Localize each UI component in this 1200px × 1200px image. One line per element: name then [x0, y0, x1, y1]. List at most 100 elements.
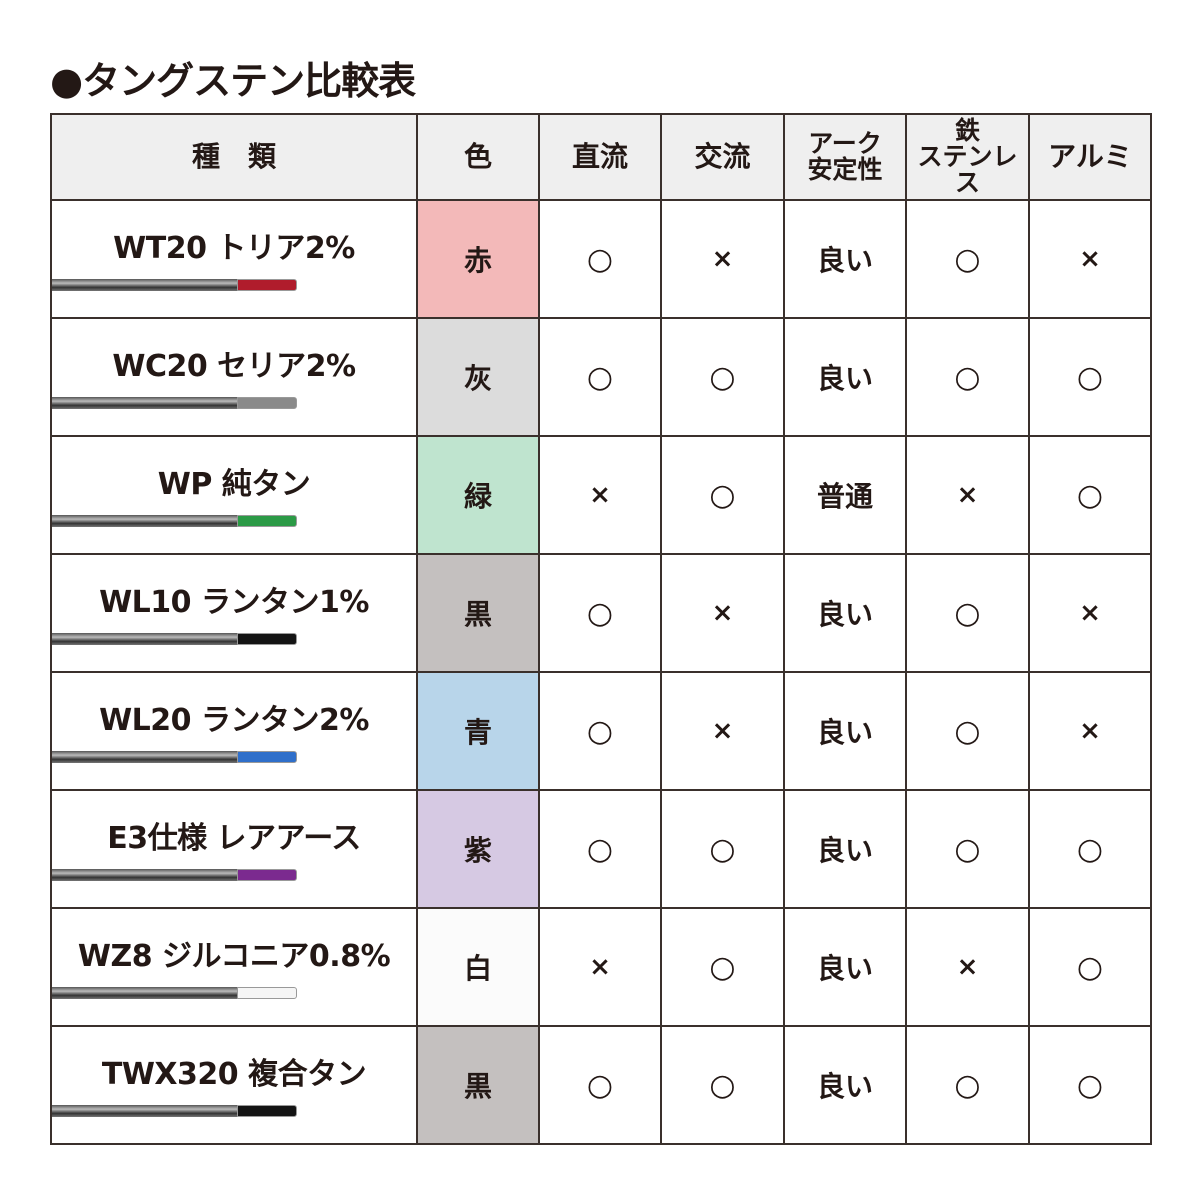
page-title: ●タングステン比較表 [50, 59, 416, 103]
rod-body [52, 869, 237, 881]
type-cell: WZ8 ジルコニア0.8% [50, 907, 418, 1027]
electrode-name: WC20 セリア2% [112, 349, 356, 384]
arc-stability-cell: 普通 [783, 435, 907, 555]
header-color: 色 [416, 113, 540, 201]
header-aluminum: アルミ [1028, 113, 1152, 201]
type-cell: WC20 セリア2% [50, 317, 418, 437]
steel-cell: ○ [905, 671, 1030, 791]
aluminum-cell: × [1028, 553, 1152, 673]
steel-cell: ○ [905, 789, 1030, 909]
tungsten-comparison-table: 種 類 色 直流 交流 アーク 安定性 鉄 ステンレス アルミ WT20 トリア… [50, 113, 1152, 1145]
rod-body [52, 397, 237, 409]
electrode-name: WZ8 ジルコニア0.8% [77, 939, 391, 974]
table-row: WZ8 ジルコニア0.8% 白 × ○ 良い × ○ [50, 907, 1152, 1027]
rod-body [52, 515, 237, 527]
electrode-rod-image [52, 751, 297, 763]
rod-color-tip [237, 869, 297, 881]
color-cell: 白 [416, 907, 540, 1027]
electrode-rod-image [52, 1105, 297, 1117]
arc-stability-cell: 良い [783, 317, 907, 437]
header-type: 種 類 [50, 113, 418, 201]
header-ac: 交流 [660, 113, 785, 201]
arc-stability-cell: 良い [783, 199, 907, 319]
table-row: TWX320 複合タン 黒 ○ ○ 良い ○ ○ [50, 1025, 1152, 1145]
electrode-name: E3仕様 レアアース [107, 821, 361, 856]
header-row: 種 類 色 直流 交流 アーク 安定性 鉄 ステンレス アルミ [50, 113, 1152, 201]
steel-cell: ○ [905, 1025, 1030, 1145]
electrode-name: WL10 ランタン1% [99, 585, 369, 620]
color-cell: 緑 [416, 435, 540, 555]
dc-cell: ○ [538, 317, 662, 437]
ac-cell: ○ [660, 435, 785, 555]
type-cell: WL20 ランタン2% [50, 671, 418, 791]
color-cell: 赤 [416, 199, 540, 319]
electrode-name: TWX320 複合タン [101, 1057, 367, 1092]
ac-cell: ○ [660, 789, 785, 909]
dc-cell: ○ [538, 671, 662, 791]
dc-cell: × [538, 907, 662, 1027]
ac-cell: ○ [660, 907, 785, 1027]
arc-stability-cell: 良い [783, 671, 907, 791]
steel-cell: ○ [905, 553, 1030, 673]
type-cell: WP 純タン [50, 435, 418, 555]
ac-cell: ○ [660, 1025, 785, 1145]
table-row: E3仕様 レアアース 紫 ○ ○ 良い ○ ○ [50, 789, 1152, 909]
table-row: WC20 セリア2% 灰 ○ ○ 良い ○ ○ [50, 317, 1152, 437]
steel-cell: × [905, 435, 1030, 555]
steel-cell: ○ [905, 317, 1030, 437]
rod-body [52, 633, 237, 645]
ac-cell: × [660, 553, 785, 673]
aluminum-cell: × [1028, 671, 1152, 791]
aluminum-cell: ○ [1028, 789, 1152, 909]
electrode-rod-image [52, 633, 297, 645]
ac-cell: ○ [660, 317, 785, 437]
table-row: WL20 ランタン2% 青 ○ × 良い ○ × [50, 671, 1152, 791]
electrode-name: WP 純タン [157, 467, 311, 502]
dc-cell: ○ [538, 199, 662, 319]
rod-body [52, 987, 237, 999]
aluminum-cell: ○ [1028, 317, 1152, 437]
electrode-name: WT20 トリア2% [113, 231, 355, 266]
rod-body [52, 751, 237, 763]
rod-color-tip [237, 397, 297, 409]
color-cell: 黒 [416, 553, 540, 673]
color-cell: 黒 [416, 1025, 540, 1145]
type-cell: E3仕様 レアアース [50, 789, 418, 909]
dc-cell: ○ [538, 553, 662, 673]
type-cell: WT20 トリア2% [50, 199, 418, 319]
type-cell: WL10 ランタン1% [50, 553, 418, 673]
electrode-rod-image [52, 279, 297, 291]
ac-cell: × [660, 199, 785, 319]
ac-cell: × [660, 671, 785, 791]
rod-color-tip [237, 1105, 297, 1117]
aluminum-cell: ○ [1028, 907, 1152, 1027]
header-steel-stainless: 鉄 ステンレス [905, 113, 1030, 201]
color-cell: 青 [416, 671, 540, 791]
aluminum-cell: ○ [1028, 435, 1152, 555]
electrode-rod-image [52, 515, 297, 527]
rod-color-tip [237, 633, 297, 645]
table-row: WP 純タン 緑 × ○ 普通 × ○ [50, 435, 1152, 555]
dc-cell: ○ [538, 789, 662, 909]
electrode-rod-image [52, 397, 297, 409]
rod-color-tip [237, 987, 297, 999]
arc-stability-cell: 良い [783, 553, 907, 673]
aluminum-cell: × [1028, 199, 1152, 319]
rod-color-tip [237, 279, 297, 291]
electrode-name: WL20 ランタン2% [99, 703, 369, 738]
electrode-rod-image [52, 869, 297, 881]
color-cell: 灰 [416, 317, 540, 437]
arc-stability-cell: 良い [783, 1025, 907, 1145]
electrode-rod-image [52, 987, 297, 999]
header-arc-stability: アーク 安定性 [783, 113, 907, 201]
rod-body [52, 279, 237, 291]
type-cell: TWX320 複合タン [50, 1025, 418, 1145]
steel-cell: × [905, 907, 1030, 1027]
table-row: WL10 ランタン1% 黒 ○ × 良い ○ × [50, 553, 1152, 673]
table-row: WT20 トリア2% 赤 ○ × 良い ○ × [50, 199, 1152, 319]
dc-cell: × [538, 435, 662, 555]
dc-cell: ○ [538, 1025, 662, 1145]
aluminum-cell: ○ [1028, 1025, 1152, 1145]
color-cell: 紫 [416, 789, 540, 909]
rod-color-tip [237, 751, 297, 763]
